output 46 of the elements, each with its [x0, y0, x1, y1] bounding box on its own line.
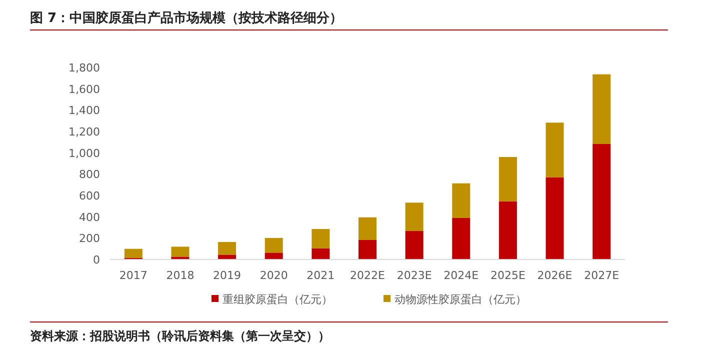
bar — [498, 201, 517, 260]
bar — [546, 122, 564, 178]
chart-title: 图 7：中国胶原蛋白产品市场规模（按技术路径细分） — [30, 10, 343, 26]
bar — [498, 156, 517, 202]
bar — [592, 144, 611, 260]
bar — [358, 240, 376, 260]
x-tick-label: 2018 — [166, 269, 194, 282]
bar — [452, 218, 470, 260]
bar — [218, 254, 236, 260]
bar — [171, 256, 190, 260]
bar — [452, 183, 470, 218]
x-tick-label: 2020 — [260, 269, 288, 282]
y-tick-label: 1,200 — [68, 126, 100, 138]
x-tick-label: 2024E — [444, 269, 479, 282]
bar — [405, 202, 424, 232]
y-tick-label: 1,400 — [68, 104, 100, 118]
bar — [358, 217, 376, 240]
y-tick-label: 800 — [79, 168, 100, 182]
bar — [592, 74, 611, 144]
x-tick-label: 2017 — [119, 269, 148, 282]
bar — [218, 242, 236, 255]
y-tick-label: 600 — [79, 190, 100, 202]
x-tick-label: 2025E — [490, 269, 526, 282]
y-tick-label: 200 — [79, 232, 100, 246]
x-tick-label: 2021 — [306, 269, 335, 282]
bar — [171, 246, 190, 257]
legend-label: 动物源性胶原蛋白（亿元） — [394, 293, 526, 306]
x-tick-label: 2022E — [350, 269, 386, 282]
x-tick-label: 2023E — [396, 269, 432, 282]
x-tick-label: 2026E — [537, 269, 572, 282]
bar — [264, 252, 283, 260]
y-tick-label: 1,800 — [68, 62, 100, 74]
bar — [405, 231, 424, 260]
bar — [264, 238, 283, 253]
bar — [312, 248, 330, 260]
bar — [124, 248, 142, 258]
bar — [312, 228, 330, 248]
x-tick-label: 2027E — [584, 269, 620, 282]
x-tick-label: 2019 — [213, 269, 242, 282]
y-tick-label: 0 — [93, 254, 100, 266]
legend-label: 重组胶原蛋白（亿元） — [222, 293, 332, 306]
y-tick-label: 1,600 — [68, 82, 100, 96]
y-tick-label: 1,000 — [68, 146, 100, 160]
bar — [546, 177, 564, 260]
text: 资料来源：招股说明书（聆讯后资料集（第一次呈交）） — [30, 329, 330, 343]
y-tick-label: 400 — [79, 210, 100, 224]
